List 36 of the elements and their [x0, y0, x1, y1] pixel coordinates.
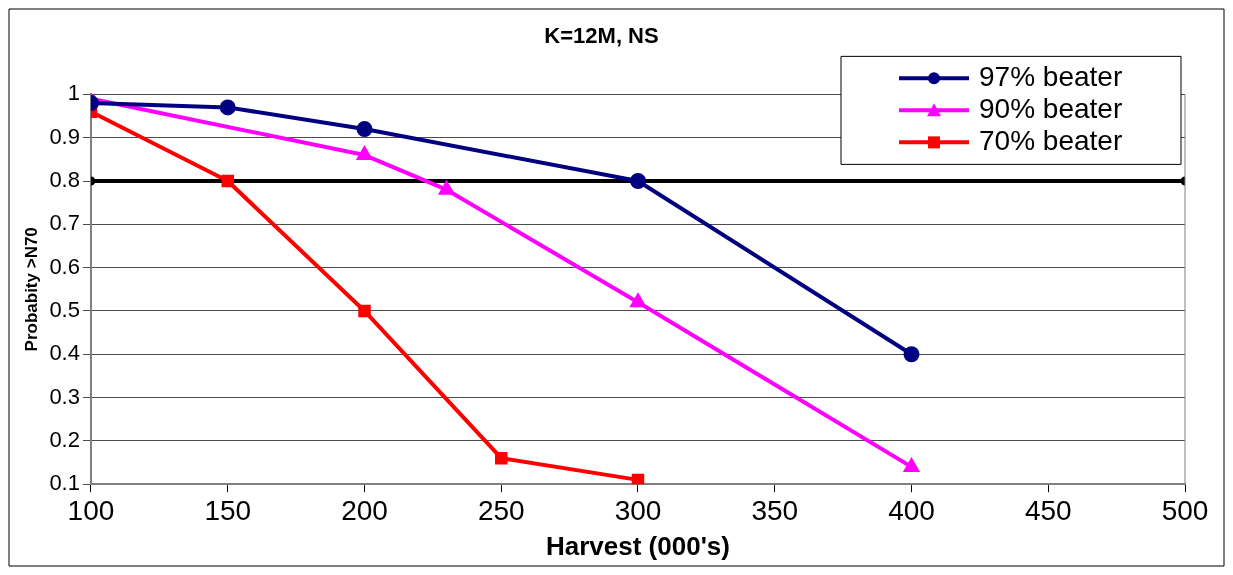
x-tick-label: 400	[888, 494, 935, 526]
y-tick-label: 0.1	[49, 470, 80, 496]
x-tick-label: 250	[477, 494, 525, 526]
y-tick-label: 0.2	[49, 426, 80, 452]
point	[629, 173, 646, 190]
y-tick-label: 0.9	[49, 123, 80, 149]
x-tick-label: 150	[204, 494, 252, 526]
y-tick-label: 0.5	[49, 297, 80, 323]
x-tick-label: 100	[67, 494, 115, 526]
point	[357, 147, 372, 161]
point	[356, 121, 373, 138]
point	[358, 304, 371, 318]
point	[631, 473, 645, 485]
y-tick-label: 0.6	[49, 253, 80, 279]
y-tick-label: 1	[67, 80, 80, 106]
x-tick-label: 450	[1024, 494, 1072, 526]
x-axis-title: Harvest (000's)	[546, 530, 730, 561]
point	[904, 458, 919, 472]
x-tick-label: 300	[614, 494, 662, 526]
point	[495, 451, 508, 465]
legend-label: 70% beater	[979, 125, 1123, 157]
x-tick-label: 200	[341, 494, 388, 526]
x-tick-label: 500	[1161, 494, 1209, 526]
point	[630, 294, 646, 308]
legend-label: 97% beater	[979, 61, 1123, 93]
legend-label: 90% beater	[979, 93, 1123, 125]
chart-title: K=12M, NS	[544, 23, 659, 49]
y-tick-label: 0.3	[49, 383, 80, 409]
point	[219, 99, 236, 116]
y-tick-label: 0.7	[49, 210, 80, 236]
point	[221, 174, 234, 188]
x-tick-label: 350	[751, 494, 799, 526]
y-tick-label: 0.8	[49, 167, 80, 193]
y-axis-title: Probabity >N70	[21, 227, 41, 352]
y-tick-label: 0.4	[49, 340, 80, 366]
point	[903, 346, 920, 363]
